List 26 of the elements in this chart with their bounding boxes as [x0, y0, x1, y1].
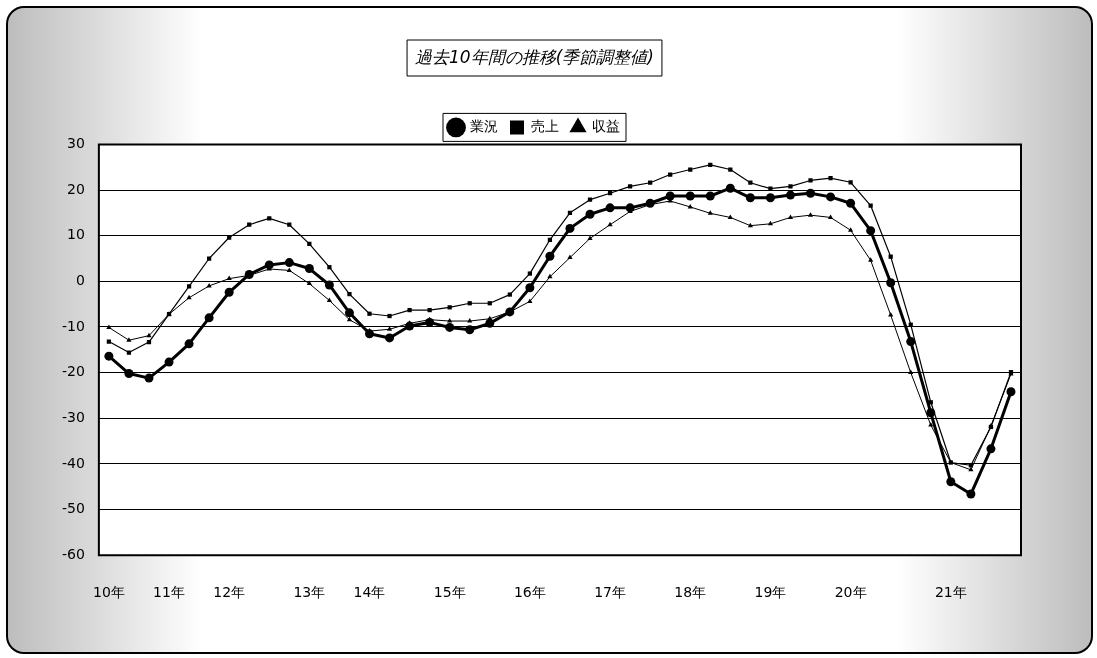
- y-tick-label: -30: [61, 408, 85, 425]
- legend-label: 収益: [592, 118, 620, 135]
- x-tick-label: 15年: [433, 584, 466, 601]
- y-tick-label: -60: [61, 545, 85, 562]
- x-tick-label: 14年: [353, 584, 386, 601]
- y-tick-label: 30: [67, 135, 85, 152]
- legend-label: 業況: [470, 118, 498, 135]
- x-tick-label: 13年: [293, 584, 326, 601]
- legend-label: 売上: [531, 118, 559, 135]
- x-tick-label: 18年: [674, 584, 707, 601]
- y-tick-label: -40: [61, 454, 85, 471]
- y-tick-label: 20: [67, 180, 85, 197]
- chart-title: 過去10年間の推移(季節調整値): [415, 46, 654, 67]
- y-tick-label: -50: [61, 500, 85, 517]
- y-tick-label: -20: [61, 363, 85, 380]
- x-tick-label: 16年: [513, 584, 546, 601]
- y-tick-label: 0: [75, 271, 85, 288]
- x-tick-label: 10年: [92, 584, 125, 601]
- x-tick-label: 17年: [594, 584, 626, 601]
- x-tick-label: 11年: [153, 584, 185, 601]
- y-tick-label: 10: [67, 226, 85, 243]
- x-tick-label: 12年: [213, 584, 246, 601]
- x-tick-label: 20年: [834, 584, 867, 601]
- x-tick-label: 19年: [754, 584, 787, 601]
- y-tick-label: -10: [61, 317, 85, 334]
- x-tick-label: 21年: [934, 584, 967, 601]
